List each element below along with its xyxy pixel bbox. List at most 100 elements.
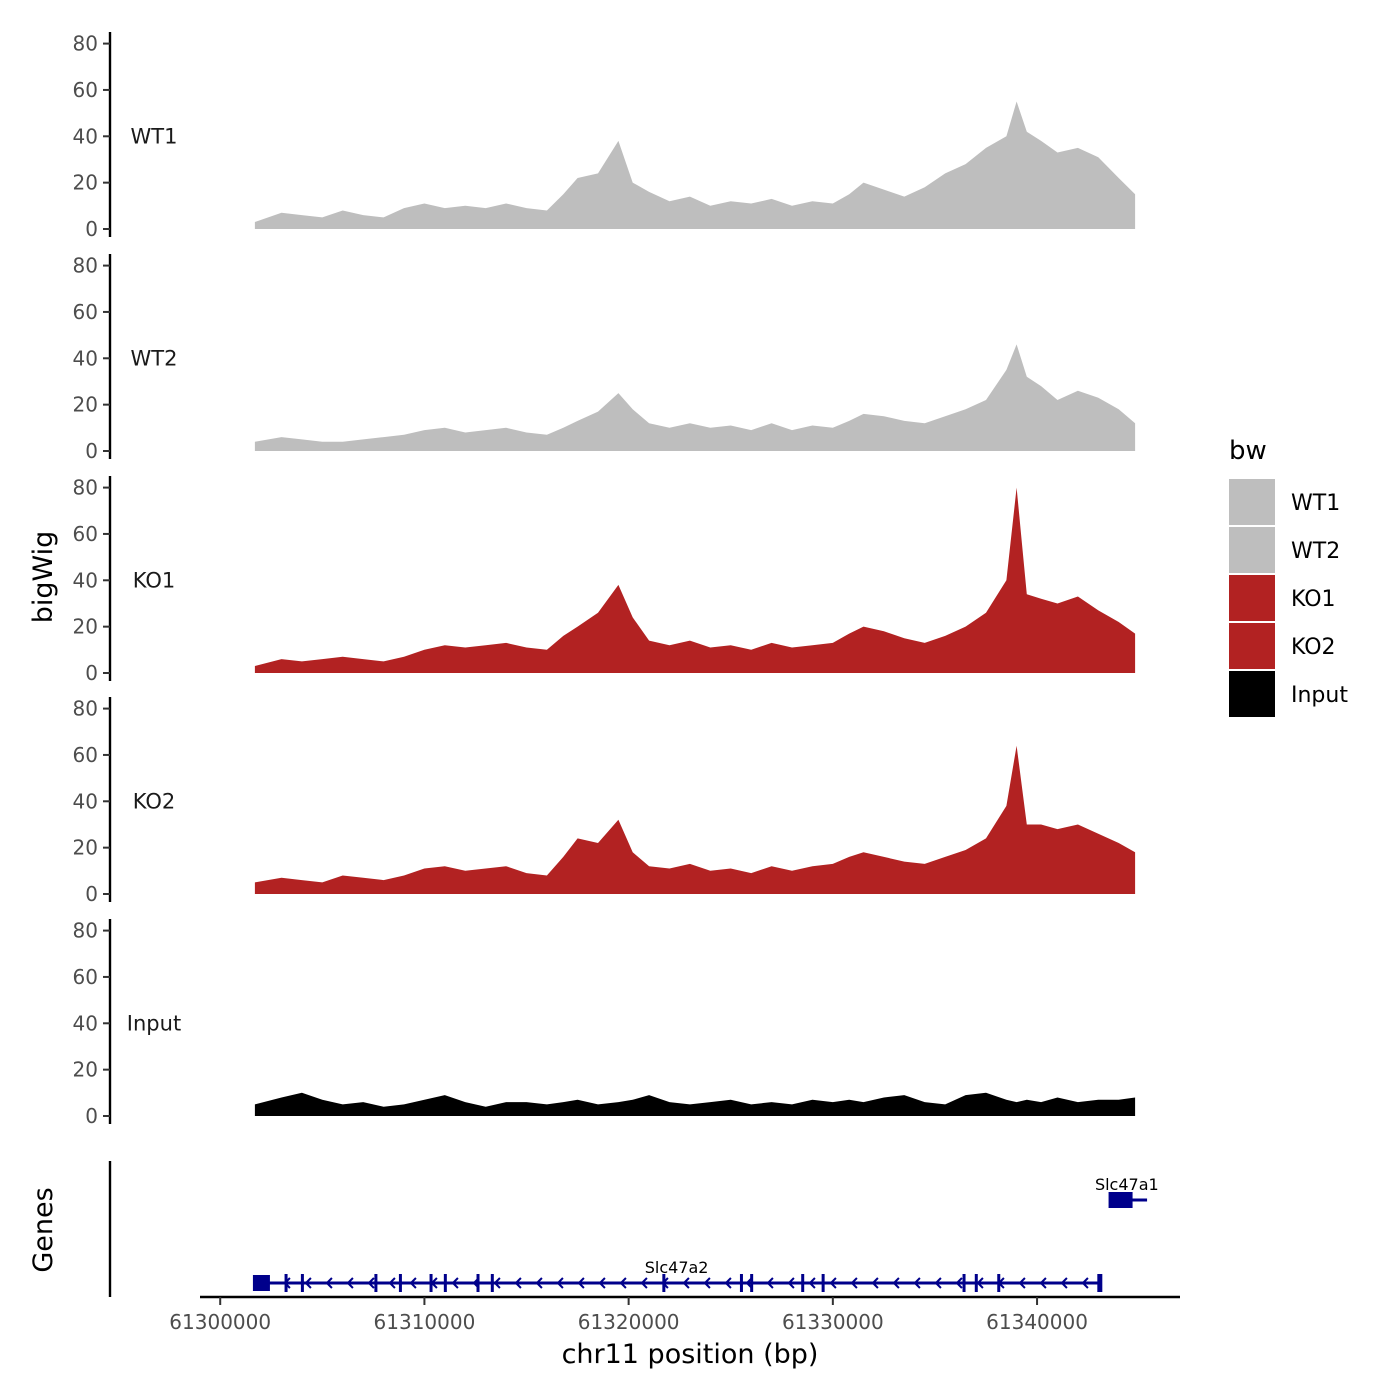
panel-wt1: 0 20 40 60 80 WT1 [73,32,1136,241]
y-tick-label: 40 [73,346,98,370]
y-tick-label: 0 [85,439,98,463]
panel-label: KO1 [133,568,176,592]
legend-swatch-ko1 [1229,575,1275,621]
legend: bw WT1 WT2 KO1 KO2 Input [1229,436,1348,717]
exon [997,1274,1001,1292]
legend-label-wt2: WT2 [1291,539,1340,564]
exon [662,1274,666,1292]
y-tick-label: 0 [85,1104,98,1128]
y-tick-label: 80 [73,254,98,278]
panel-label: WT2 [131,346,178,370]
exon [300,1274,304,1292]
exon [476,1274,480,1292]
y-tick-label: 40 [73,568,98,592]
x-axis-title: chr11 position (bp) [562,1339,819,1370]
y-tick-label: 20 [73,393,98,417]
strand-arrow [325,1277,333,1289]
exon [974,1274,978,1292]
exon [801,1274,805,1292]
y-tick-label: 0 [85,217,98,241]
panel-label: KO2 [133,789,176,813]
coverage-area-ko2 [254,745,1136,894]
x-tick-label: 61340000 [986,1310,1088,1334]
coverage-area-wt2 [254,344,1136,451]
y-tick-label: 40 [73,1011,98,1035]
y-tick-label: 20 [73,615,98,639]
y-tick-label: 40 [73,124,98,148]
strand-arrow [913,1277,921,1289]
strand-arrow [955,1277,963,1289]
strand-arrow [304,1277,312,1289]
legend-label-input: Input [1291,683,1348,708]
legend-swatch-ko2 [1229,623,1275,669]
gene-label: Slc47a2 [645,1258,709,1277]
exon [374,1274,378,1292]
legend-swatch-input [1229,671,1275,717]
x-tick-label: 61330000 [782,1310,884,1334]
strand-arrow [367,1277,375,1289]
x-tick-label: 61320000 [578,1310,680,1334]
exon [429,1274,433,1292]
y-tick-label: 80 [73,476,98,500]
legend-label-wt1: WT1 [1291,491,1340,516]
strand-arrow [535,1277,543,1289]
y-tick-label: 80 [73,697,98,721]
genes-panel: Slc47a2 Slc47a1 [108,1161,1159,1297]
exon [1108,1192,1133,1208]
y-tick-label: 80 [73,32,98,56]
panel-input: 0 20 40 60 80 Input [73,919,1136,1128]
strand-arrow [808,1277,816,1289]
strand-arrow [409,1277,417,1289]
exon [750,1274,754,1292]
strand-arrow [892,1277,900,1289]
strand-arrow [1018,1277,1026,1289]
y-tick-label: 20 [73,1058,98,1082]
strand-arrow [619,1277,627,1289]
y-tick-label: 80 [73,919,98,943]
coverage-panels: 0 20 40 60 80 WT1 0 20 40 60 80 WT2 0 20 40 60 80 KO1 0 20 4… [73,32,1136,1128]
exon [443,1274,447,1292]
strand-arrow [493,1277,501,1289]
strand-arrow [556,1277,564,1289]
x-axis: 61300000 61310000 61320000 61330000 61340000 [169,1295,1180,1334]
exon [284,1274,288,1292]
y-tick-label: 60 [73,522,98,546]
gene-slc47a2: Slc47a2 [252,1258,1103,1292]
coverage-area-input [254,1092,1136,1116]
exon [398,1274,402,1292]
strand-arrow [703,1277,711,1289]
strand-arrow [766,1277,774,1289]
strand-arrow [388,1277,396,1289]
panel-label: Input [127,1011,181,1035]
legend-label-ko1: KO1 [1291,587,1336,612]
y-tick-label: 60 [73,78,98,102]
legend-swatch-wt1 [1229,479,1275,525]
exon [490,1274,494,1292]
legend-title: bw [1229,436,1267,466]
x-tick-label: 61310000 [374,1310,476,1334]
strand-arrow [934,1277,942,1289]
panel-ko1: 0 20 40 60 80 KO1 [73,476,1136,685]
coverage-area-wt1 [254,101,1136,229]
legend-swatch-wt2 [1229,527,1275,573]
strand-arrow [514,1277,522,1289]
y-tick-label: 40 [73,789,98,813]
exon [1097,1274,1103,1292]
gene-slc47a1: Slc47a1 [1095,1175,1159,1208]
strand-arrow [346,1277,354,1289]
y-tick-label: 20 [73,836,98,860]
strand-arrow [1060,1277,1068,1289]
y-tick-label: 60 [73,965,98,989]
panel-ko2: 0 20 40 60 80 KO2 [73,697,1136,906]
exon [739,1274,743,1292]
genes-axis-title: Genes [28,1187,59,1272]
strand-arrow [1081,1277,1089,1289]
strand-arrow [577,1277,585,1289]
x-tick-label: 61300000 [169,1310,271,1334]
y-tick-label: 0 [85,882,98,906]
y-axis-title: bigWig [28,531,59,624]
exon [821,1274,825,1292]
exon [962,1274,966,1292]
strand-arrow [724,1277,732,1289]
panel-label: WT1 [131,124,178,148]
